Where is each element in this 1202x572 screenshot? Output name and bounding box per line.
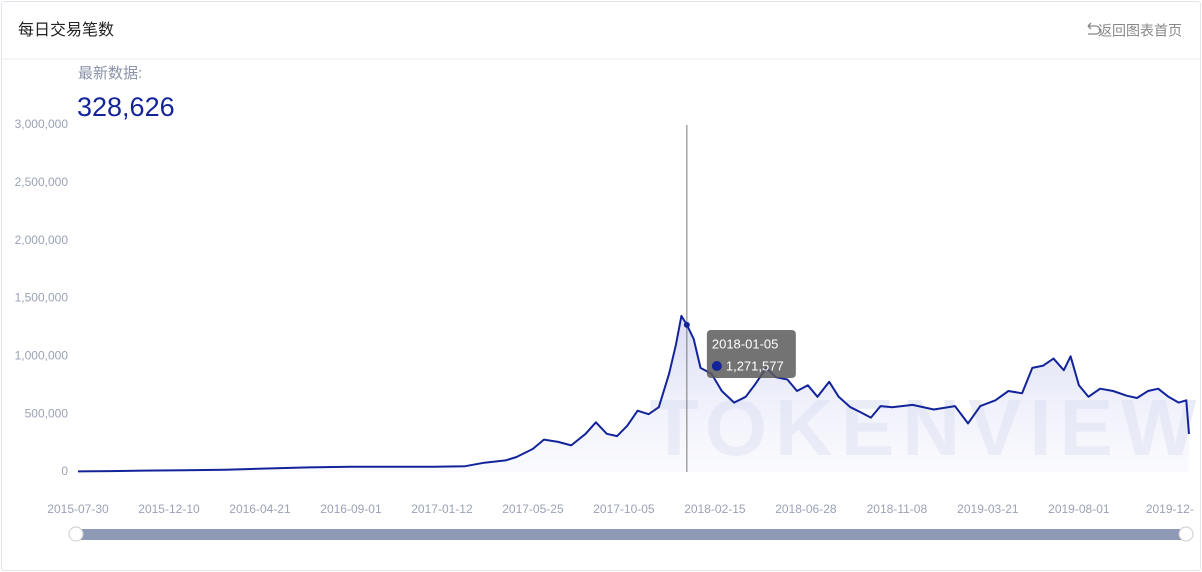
x-tick-label: 2017-01-12 — [411, 502, 473, 516]
y-tick-label: 2,000,000 — [15, 233, 69, 247]
y-tick-label: 0 — [61, 464, 68, 478]
x-tick-label: 2019-12- — [1146, 502, 1194, 516]
tooltip-dot — [711, 361, 722, 371]
y-tick-label: 1,000,000 — [15, 349, 69, 363]
hover-point — [683, 321, 690, 328]
x-tick-label: 2019-03-21 — [957, 502, 1019, 516]
x-tick-label: 2018-06-28 — [775, 502, 837, 516]
x-tick-label: 2018-02-15 — [684, 502, 746, 516]
x-tick-label: 2015-12-10 — [138, 502, 200, 516]
back-icon[interactable] — [1087, 22, 1101, 35]
x-tick-label: 2016-04-21 — [229, 502, 291, 516]
slider-handle[interactable] — [68, 526, 84, 542]
zoom-slider[interactable] — [74, 529, 1186, 540]
x-tick-label: 2019-08-01 — [1048, 502, 1110, 516]
x-tick-label: 2017-10-05 — [593, 502, 655, 516]
x-tick-label: 2015-07-30 — [47, 502, 109, 516]
x-tick-label: 2016-09-01 — [320, 502, 382, 516]
slider-handle[interactable] — [1178, 526, 1194, 542]
tooltip-box — [706, 330, 796, 378]
area — [78, 315, 1189, 472]
tooltip-date: 2018-01-05 — [712, 336, 779, 351]
latest-value: 328,626 — [77, 92, 175, 122]
x-tick-label: 2018-11-08 — [867, 502, 928, 516]
y-tick-label: 2,500,000 — [15, 175, 69, 189]
tooltip-value: 1,271,577 — [726, 358, 784, 373]
x-tick-label: 2017-05-25 — [502, 502, 564, 516]
latest-label: 最新数据: — [78, 65, 142, 82]
y-tick-label: 500,000 — [25, 406, 69, 420]
title: 每日交易笔数 — [18, 21, 114, 39]
back-link[interactable]: 返回图表首页 — [1098, 23, 1182, 39]
y-tick-label: 3,000,000 — [15, 117, 69, 131]
y-tick-label: 1,500,000 — [15, 291, 69, 305]
